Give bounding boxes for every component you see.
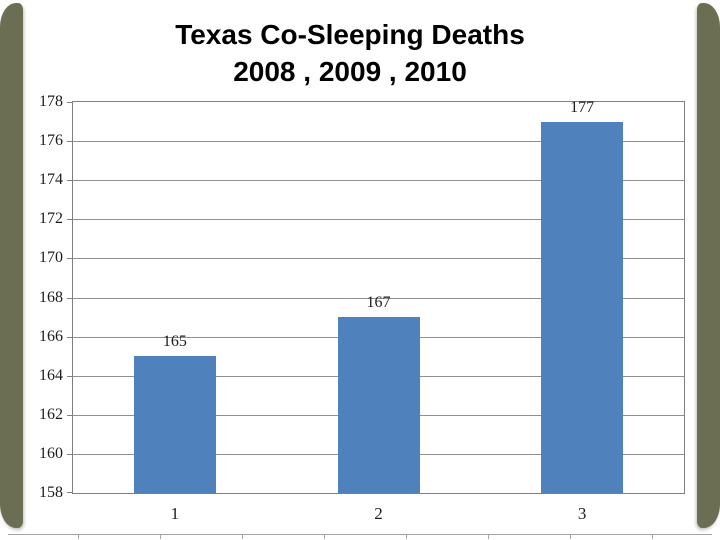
chart-bar-1: [133, 356, 216, 493]
y-axis-label: 174: [39, 171, 63, 189]
x-axis-label: 2: [374, 504, 383, 523]
bottom-rule-tick: [652, 534, 653, 539]
bottom-rule-tick: [160, 534, 161, 539]
right-edge-decoration: [697, 3, 720, 528]
y-axis-label: 160: [39, 444, 63, 462]
bottom-rule-tick: [488, 534, 489, 539]
chart-bar-3: [541, 121, 624, 493]
y-axis-label: 158: [39, 484, 63, 501]
bottom-rule-tick: [406, 534, 407, 539]
chart-title-line2: 2008 , 2009 , 2010: [233, 56, 467, 87]
gridline: [73, 258, 684, 260]
y-axis-tick: [67, 297, 72, 299]
left-edge-decoration: [0, 3, 23, 528]
y-axis-tick: [67, 414, 72, 416]
bottom-rule-tick: [324, 534, 325, 539]
x-axis-label: 1: [170, 504, 180, 523]
bottom-rule-line: [8, 534, 712, 535]
data-label: 167: [366, 294, 391, 312]
gridline: [73, 297, 684, 299]
y-axis-tick: [67, 141, 72, 143]
y-axis-tick: [67, 180, 72, 182]
bar-chart-plot-area: 158 160 162 164 166 168 170 172 174 176 178 165 1 167…: [39, 93, 685, 523]
y-axis-label: 176: [39, 132, 63, 150]
data-label: 165: [162, 333, 187, 351]
gridline: [73, 141, 684, 143]
chart-bar-2: [337, 317, 420, 493]
y-axis-tick: [67, 336, 72, 338]
y-axis-tick: [67, 102, 72, 103]
y-axis-label: 166: [39, 327, 63, 345]
y-axis-tick: [67, 375, 72, 377]
bottom-rule-tick: [78, 534, 79, 539]
y-axis-label: 178: [39, 93, 63, 110]
bottom-rule-tick: [242, 534, 243, 539]
y-axis-label: 170: [39, 249, 63, 267]
y-axis-label: 172: [39, 210, 63, 228]
gridline: [73, 219, 684, 221]
chart-title: Texas Co-Sleeping Deaths 2008 , 2009 , 2…: [0, 16, 700, 90]
y-axis-label: 162: [39, 405, 63, 423]
x-axis-label: 3: [577, 504, 587, 523]
y-axis-label: 168: [39, 288, 63, 306]
y-axis-tick: [67, 219, 72, 221]
y-axis-tick: [67, 258, 72, 260]
y-axis-tick: [67, 453, 72, 455]
data-label: 177: [570, 98, 595, 116]
y-axis-tick: [67, 492, 72, 493]
bottom-rule-tick: [570, 534, 571, 539]
gridline: [73, 180, 684, 182]
chart-title-line1: Texas Co-Sleeping Deaths: [175, 19, 525, 50]
y-axis-label: 164: [39, 366, 63, 384]
